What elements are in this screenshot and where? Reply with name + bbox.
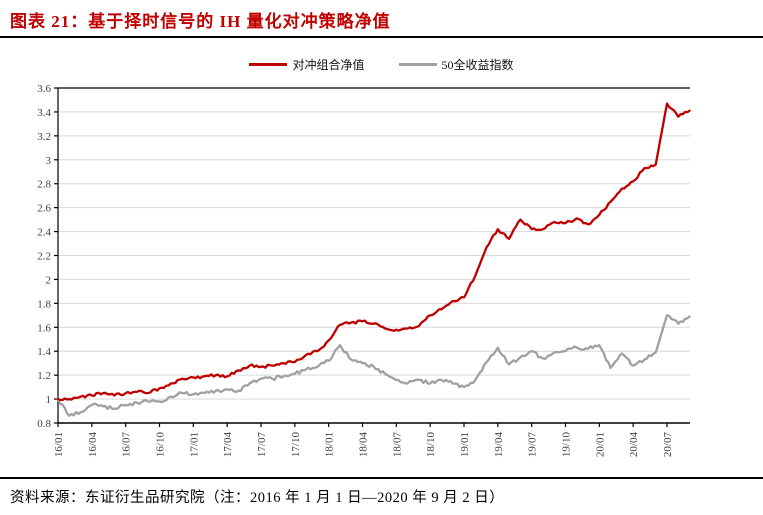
y-tick-label: 2.2 — [37, 251, 51, 263]
y-tick-label: 1.6 — [37, 322, 51, 334]
y-tick-label: 1 — [46, 394, 52, 406]
x-tick-label: 19/10 — [561, 432, 573, 458]
title-divider — [0, 36, 763, 38]
legend-label-index: 50全收益指数 — [441, 58, 514, 72]
x-tick-label: 20/07 — [662, 432, 674, 458]
x-tick-label: 18/04 — [358, 432, 370, 458]
y-tick-label: 3.6 — [37, 83, 51, 95]
chart-legend: 对冲组合净值 50全收益指数 — [0, 56, 763, 73]
y-tick-label: 3.4 — [37, 107, 51, 119]
legend-item-hedge: 对冲组合净值 — [249, 56, 365, 73]
x-tick-label: 17/04 — [222, 432, 234, 458]
figure-title: 图表 21：基于择时信号的 IH 量化对冲策略净值 — [10, 12, 391, 31]
y-tick-label: 2.6 — [37, 203, 51, 215]
y-tick-label: 0.8 — [37, 418, 51, 430]
x-tick-label: 16/01 — [53, 432, 65, 457]
legend-item-index: 50全收益指数 — [398, 56, 514, 73]
x-tick-label: 19/01 — [459, 432, 471, 457]
y-tick-label: 1.8 — [37, 298, 51, 310]
x-tick-label: 19/04 — [493, 432, 505, 458]
source-note: 资料来源：东证衍生品研究院（注：2016 年 1 月 1 日—2020 年 9 … — [10, 490, 505, 506]
x-tick-label: 19/07 — [527, 432, 539, 458]
x-tick-label: 20/04 — [628, 432, 640, 458]
y-tick-label: 2.8 — [37, 179, 51, 191]
y-tick-label: 3 — [46, 155, 52, 167]
x-tick-label: 16/04 — [87, 432, 99, 458]
y-tick-label: 1.2 — [37, 370, 51, 382]
x-tick-label: 17/07 — [256, 432, 268, 458]
index-line — [56, 314, 691, 417]
y-tick-label: 2.4 — [37, 227, 51, 239]
x-tick-label: 17/01 — [188, 432, 200, 457]
chart-canvas: 0.8 1 1.2 1.4 1.6 1.8 2 2.2 2.4 2.6 2.8 3 3.2 3.4 3.6 1… — [37, 83, 691, 458]
x-tick-label: 17/10 — [290, 432, 302, 458]
index-line-swatch — [398, 63, 437, 66]
legend-label-hedge: 对冲组合净值 — [292, 58, 365, 72]
footer-divider — [0, 477, 763, 479]
hedge-line-swatch — [249, 63, 288, 66]
hedge-line — [56, 102, 691, 402]
x-tick-label: 18/10 — [425, 432, 437, 458]
x-tick-label: 16/07 — [121, 432, 133, 458]
y-tick-label: 3.2 — [37, 131, 51, 143]
x-tick-label: 18/01 — [324, 432, 336, 457]
x-tick-label: 16/10 — [155, 432, 167, 458]
y-tick-label: 2 — [46, 274, 52, 286]
y-tick-label: 1.4 — [37, 346, 51, 358]
x-tick-label: 20/01 — [594, 432, 606, 457]
x-tick-label: 18/07 — [391, 432, 403, 458]
